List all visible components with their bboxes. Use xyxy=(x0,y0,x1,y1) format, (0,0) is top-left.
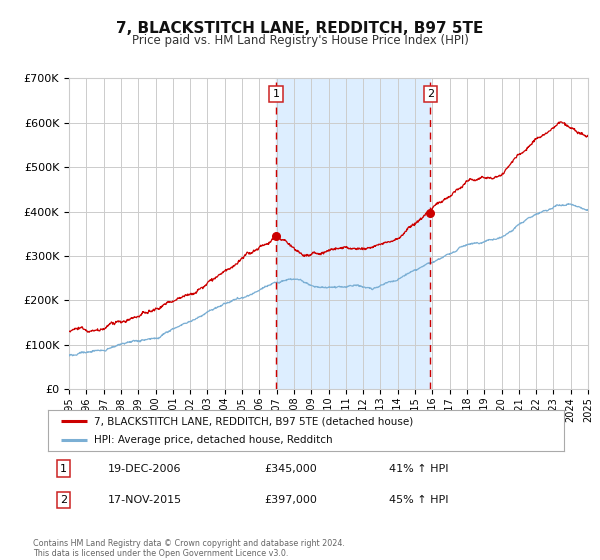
Text: £345,000: £345,000 xyxy=(265,464,317,474)
Text: £397,000: £397,000 xyxy=(265,495,317,505)
Text: 41% ↑ HPI: 41% ↑ HPI xyxy=(389,464,448,474)
Text: 45% ↑ HPI: 45% ↑ HPI xyxy=(389,495,448,505)
Text: Price paid vs. HM Land Registry's House Price Index (HPI): Price paid vs. HM Land Registry's House … xyxy=(131,34,469,46)
Text: HPI: Average price, detached house, Redditch: HPI: Average price, detached house, Redd… xyxy=(94,435,333,445)
Text: Contains HM Land Registry data © Crown copyright and database right 2024.
This d: Contains HM Land Registry data © Crown c… xyxy=(33,539,345,558)
Text: 7, BLACKSTITCH LANE, REDDITCH, B97 5TE: 7, BLACKSTITCH LANE, REDDITCH, B97 5TE xyxy=(116,21,484,36)
Text: 7, BLACKSTITCH LANE, REDDITCH, B97 5TE (detached house): 7, BLACKSTITCH LANE, REDDITCH, B97 5TE (… xyxy=(94,417,413,426)
Text: 2: 2 xyxy=(60,495,67,505)
Text: 17-NOV-2015: 17-NOV-2015 xyxy=(107,495,181,505)
Text: 19-DEC-2006: 19-DEC-2006 xyxy=(107,464,181,474)
Text: 1: 1 xyxy=(272,89,280,99)
Text: 1: 1 xyxy=(60,464,67,474)
Text: 2: 2 xyxy=(427,89,434,99)
Bar xyxy=(276,78,430,389)
